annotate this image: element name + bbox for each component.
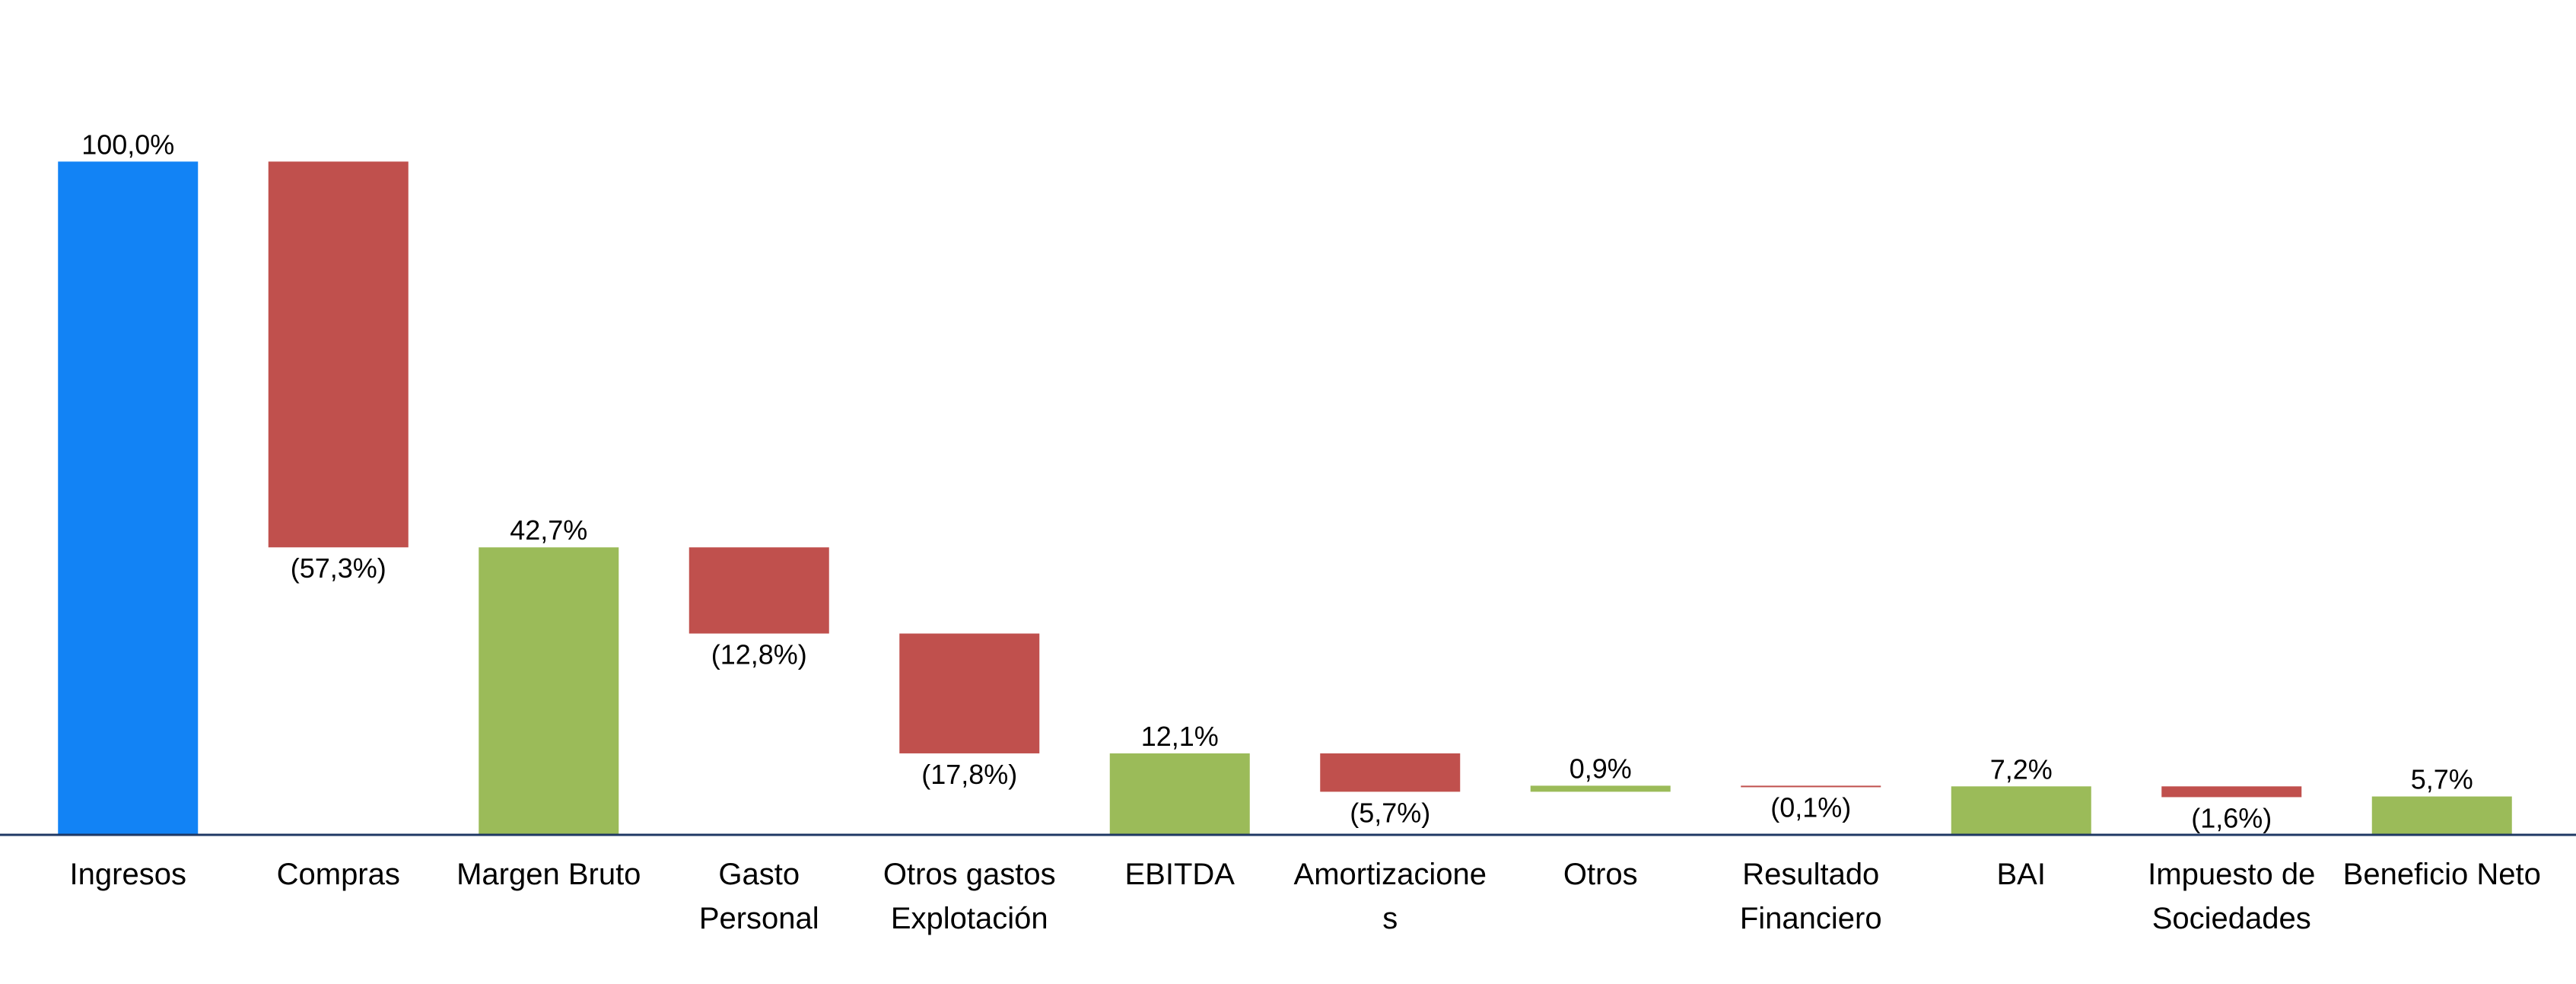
x-tick-label: Otros gastos Explotación [883,858,1056,935]
bar [1530,785,1671,792]
value-label: 100,0% [81,129,174,160]
bar [899,633,1040,753]
bar [1741,785,1881,788]
bar [479,547,619,835]
x-tick-label: Margen Bruto [456,858,641,891]
x-tick-label: Otros [1563,858,1638,891]
x-tick-label: Impuesto de Sociedades [2148,858,2316,935]
bar [2371,796,2512,835]
bar [268,161,409,548]
value-label: 0,9% [1569,753,1632,784]
value-label: (0,1%) [1770,791,1851,823]
x-tick-label: Resultado Financiero [1739,858,1882,935]
bar [58,161,199,836]
value-label: 12,1% [1141,721,1219,752]
value-label: (5,7%) [1350,797,1430,828]
x-tick-label: Amortizaciones [1293,858,1487,935]
x-tick-label: Gasto Personal [698,858,819,935]
value-label: (17,8%) [921,759,1017,790]
bar [1951,786,2091,835]
bar [689,547,829,634]
bar [2161,786,2302,798]
x-tick-label: BAI [1996,858,2046,891]
bar [1109,753,1250,835]
value-label: (12,8%) [711,638,807,670]
x-tick-label: Compras [276,858,400,891]
value-label: 5,7% [2411,764,2473,795]
x-tick-label: Ingresos [69,858,186,891]
value-label: 7,2% [1990,753,2053,785]
value-label: (57,3%) [291,553,386,584]
value-label: 42,7% [510,514,587,546]
x-tick-label: Beneficio Neto [2342,858,2541,891]
value-label: (1,6%) [2191,802,2272,833]
x-tick-label: EBITDA [1124,858,1235,891]
bar [1320,753,1461,792]
